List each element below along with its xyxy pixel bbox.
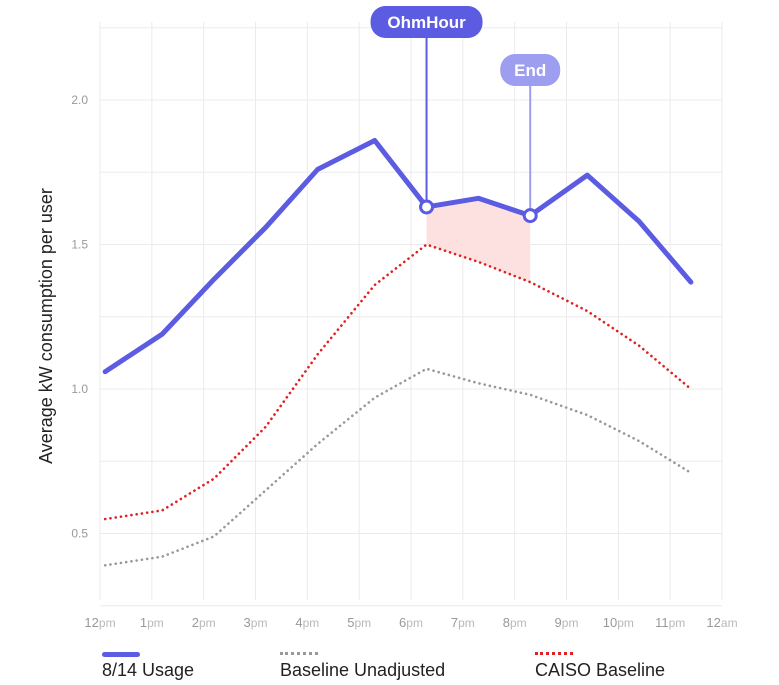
x-tick-label: 9pm (555, 615, 579, 630)
legend-label-caiso-baseline: CAISO Baseline (535, 660, 666, 680)
series-group (103, 243, 693, 521)
x-tick-label: 12pm (84, 615, 115, 630)
x-tick-label: 6pm (399, 615, 423, 630)
y-tick-label: 1.5 (71, 238, 88, 252)
annotation-marker (522, 208, 538, 224)
x-tick-label: 7pm (451, 615, 475, 630)
x-tick-label: 3pm (244, 615, 268, 630)
y-tick-label: 1.0 (71, 382, 88, 396)
legend-swatch-caiso-baseline (535, 652, 573, 655)
x-tick-label: 1pm (140, 615, 164, 630)
y-axis-label: Average kW consumption per user (36, 188, 56, 464)
x-tick-label: 4pm (295, 615, 319, 630)
y-tick-label: 2.0 (71, 93, 88, 107)
baseline-series-line (103, 243, 693, 521)
legend-label-baseline-unadjusted: Baseline Unadjusted (280, 660, 446, 680)
series-group (102, 137, 694, 375)
grid (99, 22, 723, 607)
series-group (103, 367, 693, 567)
legend-swatch-usage (102, 652, 140, 657)
usage-series-line (102, 137, 694, 375)
ohmhour-shaded-region (426, 198, 531, 283)
baseline-series-line (103, 367, 693, 567)
legend-swatch-baseline-unadjusted (280, 652, 318, 655)
annotation-marker (419, 199, 435, 215)
annotation-callout (500, 54, 561, 86)
chart-legend: 8/14 Usage Baseline Unadjusted CAISO Bas… (0, 648, 779, 685)
annotation-label: OhmHour (387, 13, 466, 32)
legend-label-usage: 8/14 Usage (102, 660, 195, 680)
x-tick-label: 11pm (655, 615, 685, 630)
annotation-label: End (514, 61, 546, 80)
x-tick-label: 8pm (503, 615, 527, 630)
x-tick-label: 2pm (192, 615, 216, 630)
x-tick-label: 5pm (347, 615, 371, 630)
y-tick-label: 0.5 (71, 527, 88, 541)
annotation-callout (370, 6, 483, 38)
x-tick-label: 12am (706, 615, 737, 630)
x-tick-label: 10pm (603, 615, 634, 630)
